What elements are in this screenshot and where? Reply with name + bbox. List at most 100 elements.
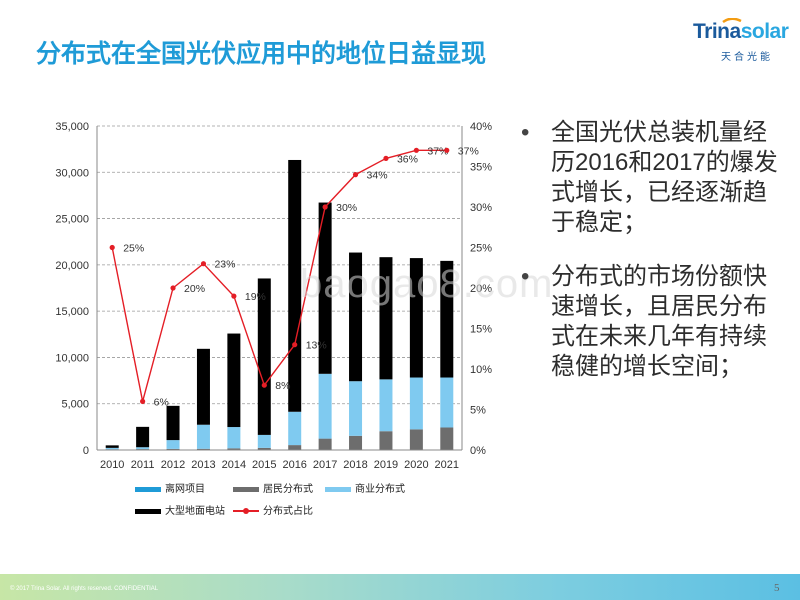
share-point: [140, 398, 146, 404]
bar-residential: [349, 435, 363, 450]
legend-label-offgrid: 离网项目: [165, 484, 205, 495]
y-tick-label: 15,000: [55, 306, 89, 318]
bar-commercial: [379, 379, 393, 432]
bullet-text: 分布式的市场份额快速增长，且居民分布式在未来几年有持续稳健的增长空间；: [551, 263, 767, 380]
legend-swatch-residential: [233, 486, 259, 492]
chart-legend: 离网项目 居民分布式 商业分布式 大型地面电站 分布式占比: [135, 480, 475, 520]
y2-tick-label: 10%: [470, 364, 492, 376]
share-data-label: 19%: [245, 291, 266, 303]
share-line: [111, 149, 447, 402]
share-point: [383, 155, 389, 161]
share-data-label: 36%: [397, 153, 418, 165]
bar-commercial: [166, 440, 180, 449]
bar-commercial: [196, 424, 210, 449]
bar-commercial: [349, 381, 363, 436]
watermark: baogao8.com: [300, 262, 554, 306]
x-tick-label: 2015: [252, 459, 276, 471]
bar-residential: [166, 448, 180, 450]
share-point: [444, 147, 450, 153]
share-point: [200, 261, 207, 267]
bar-residential: [409, 429, 423, 450]
bar-utility: [379, 257, 393, 380]
share-point: [292, 342, 298, 348]
share-point: [322, 204, 328, 210]
bullet-dot-icon: •: [521, 119, 530, 146]
legend-item-commercial: 商业分布式: [325, 480, 405, 495]
legend-label-commercial: 商业分布式: [355, 484, 405, 495]
y-tick-label: 5,000: [61, 399, 89, 411]
page-number: 5: [774, 582, 780, 594]
x-tick-label: 2010: [100, 459, 124, 471]
bar-utility: [227, 333, 241, 428]
legend-item-share: 分布式占比: [233, 502, 313, 517]
bar-utility: [349, 252, 363, 382]
bar-commercial: [440, 377, 454, 428]
logo-subtitle: 天合光能: [721, 52, 773, 63]
bar-residential: [318, 438, 332, 450]
legend-label-utility: 大型地面电站: [165, 506, 225, 517]
y2-tick-label: 20%: [470, 283, 492, 295]
bar-residential: [227, 448, 241, 450]
x-tick-label: 2017: [313, 459, 337, 471]
share-line-series: 25% 6% 20% 23% 19% 8% 13% 30% 34% 36% 37% 37%: [109, 145, 479, 408]
footer-bar: [0, 574, 800, 600]
y-tick-label: 35,000: [55, 121, 89, 133]
bar-utility: [409, 258, 423, 378]
slide-title: 分布式在全国光伏应用中的地位日益显现: [36, 40, 487, 68]
bullet-item: • 全国光伏总装机量经历2016和2017的爆发式增长，已经逐渐趋于稳定；: [515, 118, 785, 238]
bar-utility: [318, 202, 332, 374]
share-data-label: 20%: [184, 283, 205, 295]
bar-residential: [379, 431, 393, 450]
x-tick-label: 2018: [343, 459, 367, 471]
legend-item-residential: 居民分布式: [233, 480, 313, 495]
y-tick-label: 20,000: [55, 260, 89, 272]
legend-line-share: [233, 507, 259, 515]
share-point: [170, 285, 176, 291]
share-data-label: 34%: [367, 170, 388, 182]
bar-commercial: [288, 411, 302, 446]
share-data-label: 13%: [306, 340, 327, 352]
bullet-item: • 分布式的市场份额快速增长，且居民分布式在未来几年有持续稳健的增长空间；: [515, 262, 785, 382]
y-tick-label: 0: [83, 445, 89, 457]
logo-word-b: solar: [740, 20, 789, 43]
y-tick-label: 25,000: [55, 214, 89, 226]
bullet-list: • 全国光伏总装机量经历2016和2017的爆发式增长，已经逐渐趋于稳定； • 分布…: [515, 118, 785, 406]
y2-tick-label: 0%: [470, 445, 486, 457]
share-data-label: 30%: [336, 202, 357, 214]
y2-tick-label: 25%: [470, 243, 492, 255]
x-tick-label: 2014: [222, 459, 246, 471]
y-tick-label: 30,000: [55, 167, 89, 179]
footer-copyright: © 2017 Trina Solar. All rights reserved.…: [10, 586, 159, 592]
share-data-label: 23%: [214, 259, 235, 271]
grid-lines: [97, 125, 462, 405]
share-data-label: 8%: [275, 380, 290, 392]
share-point: [231, 293, 237, 299]
bar-residential: [257, 447, 271, 450]
bullet-dot-icon: •: [521, 263, 530, 290]
share-data-label: 37%: [427, 145, 448, 157]
share-data-label: 25%: [123, 243, 144, 255]
y2-tick-label: 40%: [470, 121, 492, 133]
y2-tick-label: 5%: [470, 405, 486, 417]
x-tick-label: 2019: [374, 459, 398, 471]
y2-tick-label: 15%: [470, 324, 492, 336]
bar-utility: [105, 445, 119, 448]
share-point: [109, 244, 115, 251]
legend-swatch-offgrid: [135, 486, 161, 492]
y-tick-label: 10,000: [55, 352, 89, 364]
bar-commercial: [227, 427, 241, 449]
bar-commercial: [105, 447, 119, 450]
bar-residential: [196, 448, 210, 450]
bar-utility: [196, 348, 210, 425]
legend-label-share: 分布式占比: [263, 506, 313, 517]
x-tick-label: 2021: [435, 459, 459, 471]
x-tick-label: 2012: [161, 459, 185, 471]
y2-tick-label: 35%: [470, 162, 492, 174]
axes: [96, 126, 463, 451]
bar-utility: [166, 405, 180, 441]
legend-item-utility: 大型地面电站: [135, 502, 225, 517]
legend-item-offgrid: 离网项目: [135, 480, 205, 495]
x-tick-label: 2013: [191, 459, 215, 471]
logo-word-a: Trina: [693, 20, 741, 43]
